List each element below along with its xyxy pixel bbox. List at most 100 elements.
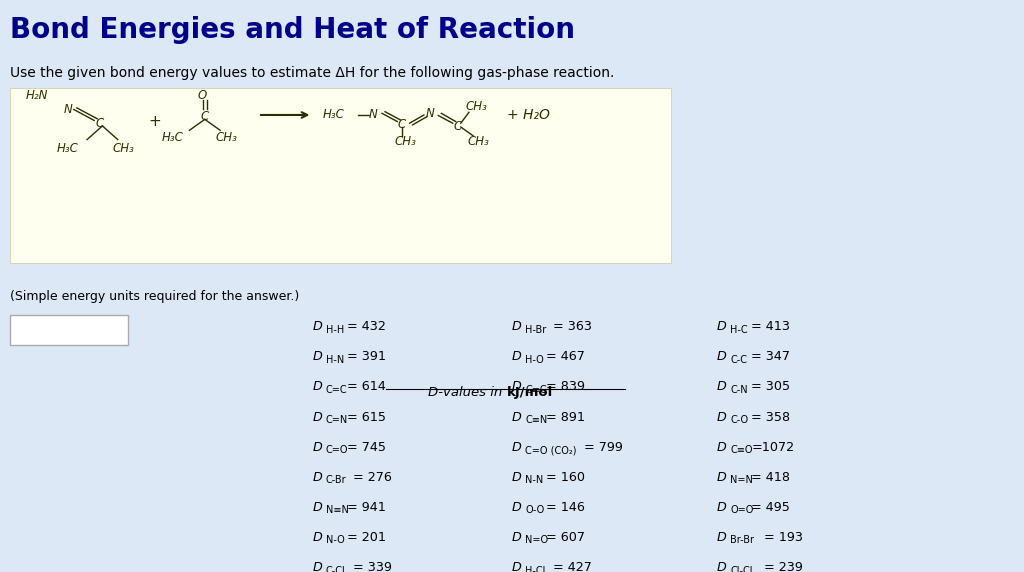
Text: Br-Br: Br-Br xyxy=(730,535,754,546)
Text: CH₃: CH₃ xyxy=(394,135,416,148)
Text: H₃C: H₃C xyxy=(56,142,78,156)
Text: kJ/mol: kJ/mol xyxy=(507,386,553,399)
FancyBboxPatch shape xyxy=(10,315,128,345)
Text: H-Br: H-Br xyxy=(525,325,547,335)
Text: = 839: = 839 xyxy=(547,380,586,394)
Text: = 276: = 276 xyxy=(353,471,392,484)
Text: = 339: = 339 xyxy=(353,561,392,572)
Text: C-O: C-O xyxy=(730,415,749,425)
Text: + H₂O: + H₂O xyxy=(507,108,550,122)
Text: D: D xyxy=(717,351,727,363)
Text: C≡N: C≡N xyxy=(525,415,548,425)
Text: CH₃: CH₃ xyxy=(468,135,489,148)
Text: = 413: = 413 xyxy=(752,320,791,333)
Text: +: + xyxy=(148,114,161,129)
Text: N=N: N=N xyxy=(730,475,753,485)
Text: = 363: = 363 xyxy=(553,320,592,333)
Text: H-C: H-C xyxy=(730,325,748,335)
Text: = 391: = 391 xyxy=(347,351,386,363)
Text: D: D xyxy=(312,561,323,572)
Text: D: D xyxy=(717,320,727,333)
Text: = 347: = 347 xyxy=(752,351,791,363)
Text: = 607: = 607 xyxy=(547,531,586,544)
Text: D: D xyxy=(312,471,323,484)
Text: Cl-Cl: Cl-Cl xyxy=(730,566,753,572)
Text: D: D xyxy=(512,351,522,363)
Text: D: D xyxy=(312,440,323,454)
Text: C-C: C-C xyxy=(730,355,748,365)
Text: = 432: = 432 xyxy=(347,320,386,333)
Text: = 160: = 160 xyxy=(547,471,586,484)
Text: O-O: O-O xyxy=(525,505,545,515)
Text: D: D xyxy=(312,380,323,394)
Text: O=O: O=O xyxy=(730,505,754,515)
Text: N: N xyxy=(426,108,435,120)
Text: = 201: = 201 xyxy=(347,531,386,544)
Text: D: D xyxy=(717,380,727,394)
Text: C≡C: C≡C xyxy=(525,385,547,395)
Text: = 467: = 467 xyxy=(547,351,586,363)
Text: = 941: = 941 xyxy=(347,501,386,514)
Text: CH₃: CH₃ xyxy=(466,100,487,113)
Text: N=O: N=O xyxy=(525,535,549,546)
Text: = 305: = 305 xyxy=(752,380,791,394)
Text: D: D xyxy=(717,471,727,484)
Text: D: D xyxy=(717,561,727,572)
Text: C=O (CO₂): C=O (CO₂) xyxy=(525,445,577,455)
Text: = 495: = 495 xyxy=(752,501,791,514)
Text: = 891: = 891 xyxy=(547,411,586,424)
Text: D: D xyxy=(512,561,522,572)
Text: = 418: = 418 xyxy=(752,471,791,484)
Text: CH₃: CH₃ xyxy=(215,132,237,145)
Text: D: D xyxy=(312,531,323,544)
Text: N≡N: N≡N xyxy=(326,505,348,515)
Text: H-Cl: H-Cl xyxy=(525,566,546,572)
Text: D: D xyxy=(717,531,727,544)
Text: H-O: H-O xyxy=(525,355,544,365)
Text: D: D xyxy=(717,440,727,454)
Text: Use the given bond energy values to estimate ΔH for the following gas-phase reac: Use the given bond energy values to esti… xyxy=(10,66,614,80)
Text: = 615: = 615 xyxy=(347,411,386,424)
Text: H₃C: H₃C xyxy=(323,109,344,121)
Text: C: C xyxy=(201,110,209,123)
Text: D: D xyxy=(717,501,727,514)
Text: D: D xyxy=(512,411,522,424)
Text: C-Br: C-Br xyxy=(326,475,346,485)
Text: D: D xyxy=(512,501,522,514)
Text: D: D xyxy=(312,320,323,333)
Text: = 745: = 745 xyxy=(347,440,386,454)
Text: C-Cl: C-Cl xyxy=(326,566,345,572)
Text: D: D xyxy=(512,440,522,454)
Text: C: C xyxy=(454,120,462,133)
Text: C: C xyxy=(95,117,103,130)
Text: D: D xyxy=(512,471,522,484)
Text: (Simple energy units required for the answer.): (Simple energy units required for the an… xyxy=(10,290,299,303)
Text: CH₃: CH₃ xyxy=(113,142,134,156)
Text: D: D xyxy=(312,501,323,514)
Text: O: O xyxy=(198,89,207,102)
Text: C≡O: C≡O xyxy=(730,445,753,455)
Text: N-N: N-N xyxy=(525,475,544,485)
Text: H₂N: H₂N xyxy=(26,89,48,102)
Text: Bond Energies and Heat of Reaction: Bond Energies and Heat of Reaction xyxy=(10,17,575,45)
Text: = 239: = 239 xyxy=(764,561,803,572)
Text: C: C xyxy=(397,118,406,132)
Text: D: D xyxy=(312,411,323,424)
Text: = 427: = 427 xyxy=(553,561,592,572)
Text: D: D xyxy=(717,411,727,424)
Text: = 193: = 193 xyxy=(764,531,803,544)
Text: D: D xyxy=(512,531,522,544)
Text: N-O: N-O xyxy=(326,535,344,546)
Text: C=O: C=O xyxy=(326,445,348,455)
FancyBboxPatch shape xyxy=(10,88,671,263)
Text: = 799: = 799 xyxy=(585,440,624,454)
Text: N: N xyxy=(63,103,73,116)
Text: = 358: = 358 xyxy=(752,411,791,424)
Text: C-N: C-N xyxy=(730,385,748,395)
Text: H-N: H-N xyxy=(326,355,344,365)
Text: H₃C: H₃C xyxy=(162,132,183,145)
Text: D: D xyxy=(512,380,522,394)
Text: D: D xyxy=(312,351,323,363)
Text: = 146: = 146 xyxy=(547,501,586,514)
Text: =1072: =1072 xyxy=(752,440,795,454)
